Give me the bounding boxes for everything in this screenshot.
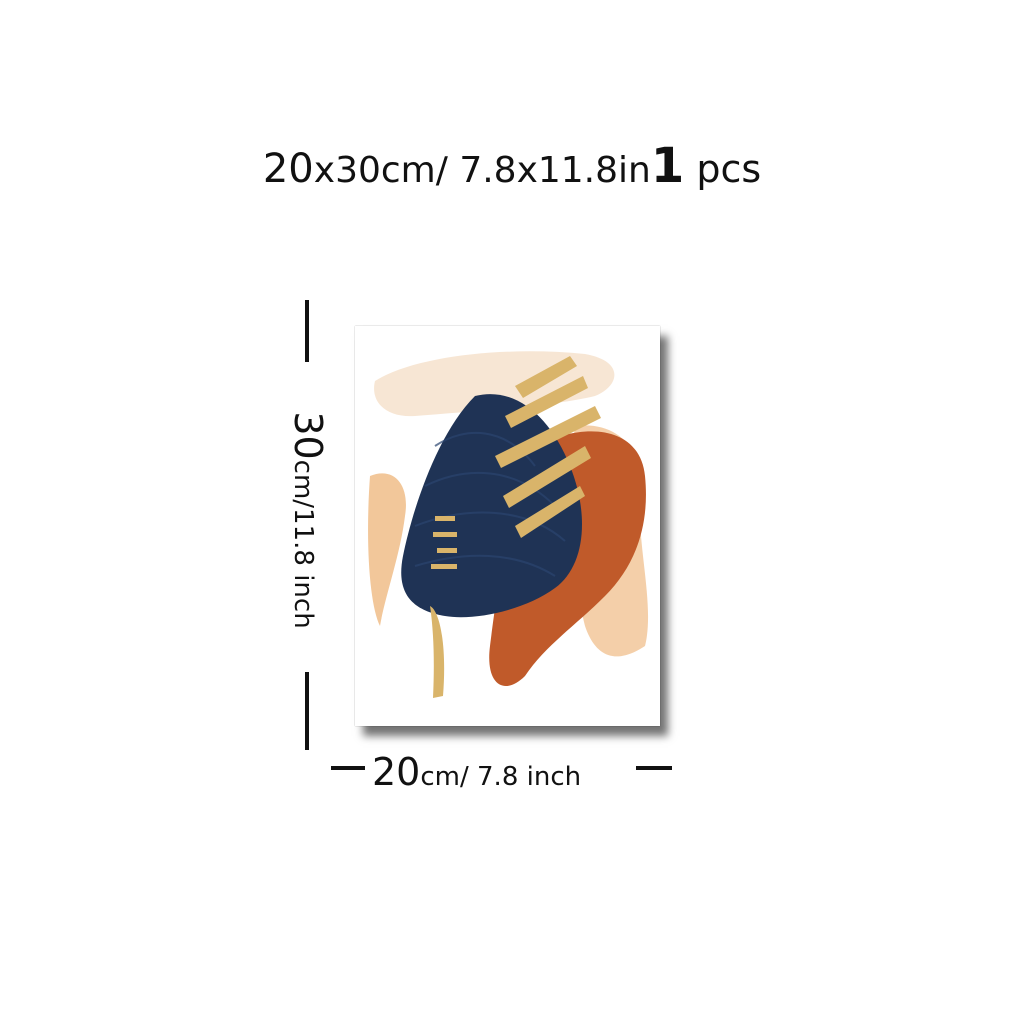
title-quantity-unit: pcs: [684, 147, 762, 191]
height-number: 30: [286, 411, 330, 460]
title-quantity-number: 1: [650, 138, 685, 194]
abstract-painting: [368, 351, 649, 698]
product-size-title: 20x30cm/ 7.8x11.8in1 pcs: [0, 138, 1024, 194]
height-dimension-label: 30cm/11.8 inch: [286, 411, 330, 628]
width-unit: cm/ 7.8 inch: [420, 762, 582, 792]
height-dimension-line-bottom: [305, 672, 309, 750]
title-size-text: x30cm/ 7.8x11.8in: [313, 150, 651, 191]
canvas-artwork: [355, 326, 660, 726]
height-unit: cm/11.8 inch: [288, 459, 318, 629]
width-dimension-line-right: [636, 766, 672, 770]
height-dimension-line-top: [305, 300, 309, 362]
title-size-number: 20: [262, 146, 314, 192]
width-number: 20: [372, 750, 421, 794]
width-dimension-label: 20cm/ 7.8 inch: [372, 750, 581, 794]
width-dimension-line-left: [331, 766, 365, 770]
